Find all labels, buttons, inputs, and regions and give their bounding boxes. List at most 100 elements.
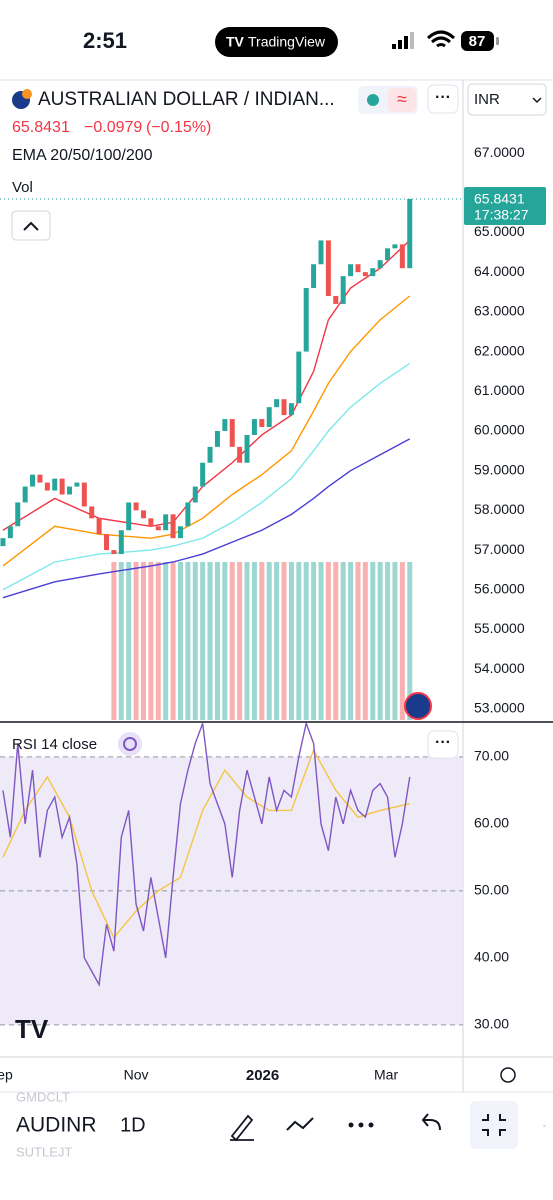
ema-line: [2, 438, 411, 599]
candle: [104, 534, 110, 551]
candle: [96, 518, 102, 535]
volume-bar: [392, 562, 398, 720]
indicator-label[interactable]: EMA 20/50/100/200: [12, 147, 153, 164]
candle: [67, 486, 73, 495]
dropdown-arrow: [532, 97, 542, 104]
toolbar-overflow: ·: [541, 1114, 548, 1136]
toolbar-interval[interactable]: 1D: [120, 1114, 146, 1136]
wifi-icon: [426, 30, 456, 48]
candle: [74, 482, 80, 487]
candle: [89, 506, 95, 519]
rsi-band: [0, 756, 463, 1025]
volume-bar: [318, 562, 324, 720]
volume-bar: [170, 562, 176, 720]
y-tick-label: 62.0000: [474, 342, 525, 358]
volume-bar: [192, 562, 198, 720]
fullscreen-button[interactable]: [470, 1101, 518, 1149]
candle: [133, 502, 139, 511]
more-tools[interactable]: [348, 1122, 374, 1128]
candle: [140, 510, 146, 519]
volume-bar: [259, 562, 265, 720]
currency-select[interactable]: [467, 83, 547, 116]
fullscreen-icon: [482, 1114, 506, 1136]
candle: [229, 419, 235, 447]
settings-icon[interactable]: [500, 1067, 516, 1083]
ema-line: [2, 295, 411, 567]
symbol-name[interactable]: AUSTRALIAN DOLLAR / INDIAN...: [38, 89, 335, 110]
ema-line: [2, 362, 411, 591]
y-tick-label: 70.00: [474, 748, 509, 764]
candle: [7, 526, 13, 539]
y-tick-label: 54.0000: [474, 660, 525, 676]
volume-bar: [325, 562, 331, 720]
rsi-title[interactable]: RSI 14 close: [12, 736, 97, 753]
x-tick-label: 2026: [246, 1067, 279, 1084]
watch-bottom: SUTLEJT: [16, 1144, 72, 1159]
candle: [222, 419, 228, 431]
price-change-pct: (−0.15%): [146, 119, 211, 136]
volume-bar: [407, 562, 413, 720]
volume-bar: [348, 562, 354, 720]
volume-bar: [355, 562, 361, 720]
candle: [355, 264, 361, 273]
candle: [311, 264, 317, 289]
draw-tool[interactable]: [230, 1114, 254, 1142]
candle: [81, 482, 87, 507]
battery-tip: [496, 37, 499, 45]
candle: [362, 272, 368, 277]
candle: [155, 526, 161, 531]
clock: 2:51: [83, 28, 127, 53]
rsi-icon-ring: [123, 737, 137, 751]
data-delay-icon: ≈: [397, 89, 407, 109]
volume-bar: [177, 562, 183, 720]
candle: [59, 478, 65, 495]
candle: [237, 446, 243, 463]
candle: [163, 514, 169, 531]
candle: [251, 419, 257, 435]
candle: [348, 264, 354, 277]
rsi-icon[interactable]: [118, 732, 142, 756]
volume-bar: [229, 562, 235, 720]
x-tick-label: Mar: [374, 1067, 398, 1083]
rsi-more-button[interactable]: [427, 730, 459, 759]
candle: [22, 486, 28, 503]
volume-bar: [207, 562, 213, 720]
candle: [170, 514, 176, 539]
volume-bar: [214, 562, 220, 720]
candle: [385, 248, 391, 261]
candle: [333, 295, 339, 304]
y-tick-label: 50.00: [474, 882, 509, 898]
app-logo: TV: [226, 34, 245, 50]
price-tag-value: 65.8431: [474, 191, 525, 207]
volume-bar: [281, 562, 287, 720]
more-icon: ···: [435, 89, 451, 106]
collapse-button[interactable]: [11, 210, 51, 241]
volume-bar: [118, 562, 124, 720]
candle: [177, 526, 183, 539]
volume-bar: [200, 562, 206, 720]
volume-label[interactable]: Vol: [12, 179, 33, 196]
candle: [392, 244, 398, 249]
candle: [266, 407, 272, 428]
toolbar-symbol[interactable]: AUDINR: [16, 1114, 97, 1137]
candle: [325, 240, 331, 296]
y-tick-label: 53.0000: [474, 700, 525, 716]
candle: [370, 268, 376, 277]
undo-button[interactable]: [421, 1113, 441, 1131]
flag-badge[interactable]: [404, 692, 432, 720]
more-button[interactable]: [427, 84, 459, 114]
volume-bar: [251, 562, 257, 720]
volume-bar: [303, 562, 309, 720]
volume-bar: [399, 562, 405, 720]
volume-bar: [296, 562, 302, 720]
volume-bar: [377, 562, 383, 720]
candle: [192, 486, 198, 503]
candle: [148, 518, 154, 527]
volume-bar: [155, 562, 161, 720]
indicators-tool[interactable]: [286, 1117, 314, 1131]
candle: [244, 434, 250, 463]
volume-bar: [163, 562, 169, 720]
volume-bar: [126, 562, 132, 720]
volume-bar: [244, 562, 250, 720]
